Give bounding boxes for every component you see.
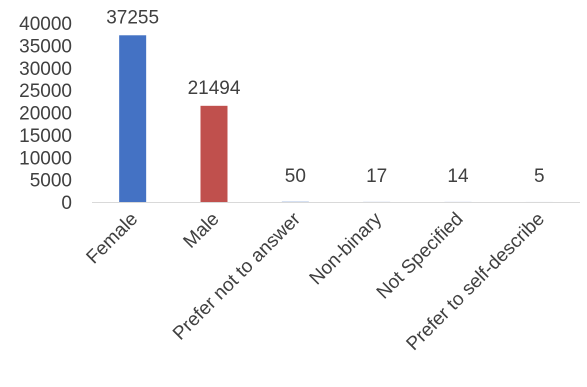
y-tick-label: 25000 xyxy=(19,81,72,102)
bar-female xyxy=(119,35,147,202)
y-tick-label: 15000 xyxy=(19,126,72,147)
y-tick-label: 5000 xyxy=(30,171,72,192)
data-labels: 37255 21494 50 17 14 5 xyxy=(106,7,544,187)
y-tick-label: 30000 xyxy=(19,59,72,80)
bar-male xyxy=(200,105,228,202)
y-tick-label: 0 xyxy=(61,193,72,214)
y-tick-label: 40000 xyxy=(19,14,72,35)
y-tick-label: 20000 xyxy=(19,104,72,125)
y-tick-label: 35000 xyxy=(19,36,72,57)
x-category-label: Male xyxy=(180,209,224,253)
data-label: 17 xyxy=(366,166,387,187)
data-label: 21494 xyxy=(188,78,241,99)
data-label: 37255 xyxy=(106,7,159,28)
data-label: 14 xyxy=(447,166,469,187)
y-tick-label: 10000 xyxy=(19,148,72,169)
x-category-label: Prefer to self-describe xyxy=(403,209,549,355)
data-label: 5 xyxy=(534,166,545,187)
x-category-label: Female xyxy=(83,209,143,269)
data-label: 50 xyxy=(285,166,306,187)
bars xyxy=(119,35,553,202)
x-category-label: Non-binary xyxy=(306,208,387,289)
